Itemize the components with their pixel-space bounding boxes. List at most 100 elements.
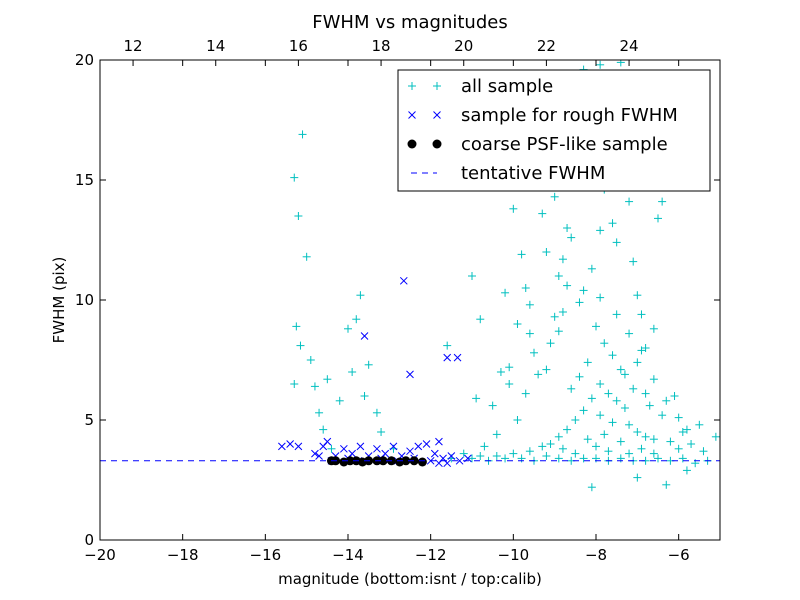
data-point (596, 226, 605, 235)
data-point (430, 449, 439, 458)
data-point (340, 444, 348, 453)
data-marks (100, 60, 720, 492)
data-point (501, 454, 510, 463)
series-0 (290, 60, 720, 492)
data-point (360, 392, 369, 400)
x-tick-label: −10 (498, 546, 530, 564)
x-tick-label: −16 (250, 546, 282, 564)
data-point (315, 408, 324, 417)
data-point (409, 456, 419, 466)
data-point (348, 368, 357, 376)
data-point (542, 248, 551, 256)
data-point (654, 214, 662, 223)
data-point (629, 384, 638, 393)
data-point (306, 356, 315, 364)
data-point (563, 224, 572, 232)
data-point (315, 452, 323, 460)
data-point (530, 348, 538, 357)
top-tick-label: 18 (372, 37, 391, 55)
data-point (637, 444, 646, 453)
x-tick-label: −14 (332, 546, 364, 564)
data-point (521, 389, 530, 398)
data-point (567, 233, 576, 242)
data-point (443, 341, 452, 350)
data-point (637, 346, 646, 355)
data-point (625, 420, 634, 429)
data-point (472, 394, 481, 403)
data-point (538, 209, 547, 218)
data-point (517, 250, 526, 259)
data-point (525, 329, 534, 338)
data-point (629, 257, 638, 266)
legend-label: tentative FWHM (461, 163, 605, 184)
data-point (670, 392, 679, 400)
data-point (558, 444, 567, 453)
data-point (637, 310, 646, 319)
data-point (513, 320, 522, 328)
data-point (596, 60, 605, 69)
data-point (641, 344, 650, 352)
data-point (633, 358, 642, 367)
data-point (649, 375, 658, 384)
data-point (649, 435, 658, 444)
data-point (455, 456, 464, 465)
data-point (327, 444, 336, 453)
data-point (583, 358, 592, 367)
data-point (356, 442, 365, 451)
data-point (579, 454, 588, 463)
data-point (625, 449, 634, 458)
data-point (608, 418, 617, 427)
data-point (459, 449, 468, 458)
data-point (345, 456, 355, 466)
data-point (377, 428, 386, 436)
data-point (558, 255, 567, 264)
data-point (323, 375, 332, 384)
data-point (373, 444, 381, 453)
data-point (575, 298, 584, 307)
y-tick-label: 5 (84, 411, 94, 429)
data-point (389, 442, 398, 451)
data-point (658, 197, 667, 206)
legend-label: sample for rough FWHM (461, 105, 678, 126)
data-point (356, 291, 365, 300)
data-point (674, 413, 683, 422)
data-point (447, 452, 456, 460)
data-point (406, 370, 414, 379)
data-point (567, 384, 576, 393)
data-point (654, 454, 662, 463)
data-point (534, 370, 543, 379)
data-point (600, 430, 609, 439)
data-point (625, 329, 634, 338)
data-point (372, 408, 381, 417)
legend-marker (433, 82, 441, 90)
data-point (513, 416, 522, 424)
data-point (364, 360, 373, 369)
x-axis-bottom: −20 −18 −16 −14 −12 −10 −8 −6 (84, 60, 690, 564)
chart-title: FWHM vs magnitudes (312, 12, 507, 33)
data-point (674, 444, 683, 453)
data-point (608, 351, 617, 360)
data-point (575, 372, 584, 381)
legend: all sample sample for rough FWHM coarse PS… (397, 69, 711, 192)
data-point (290, 173, 299, 182)
data-point (335, 396, 344, 405)
data-point (488, 401, 497, 410)
data-point (678, 428, 687, 436)
data-point (496, 368, 505, 376)
data-point (310, 382, 319, 391)
data-point (542, 365, 551, 374)
data-point (538, 442, 547, 451)
data-point (501, 288, 510, 297)
data-point (616, 365, 625, 374)
data-point (360, 332, 369, 340)
legend-marker (407, 139, 417, 149)
data-point (476, 315, 485, 324)
top-tick-label: 16 (289, 37, 308, 55)
data-point (492, 430, 501, 439)
data-point (587, 483, 596, 492)
legend-box (397, 69, 711, 192)
data-point (662, 396, 671, 405)
y-tick-label: 0 (84, 531, 94, 549)
data-point (294, 442, 303, 451)
